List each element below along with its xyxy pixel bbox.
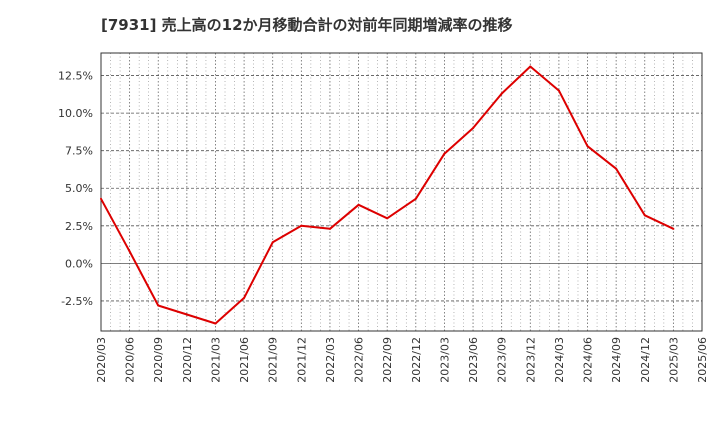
grid xyxy=(100,53,703,331)
x-tick-labels: 2020/03 2020/06 2020/09 2020/12 2021/03 2021/… xyxy=(95,337,709,383)
y-tick-label: -2.5% xyxy=(61,295,93,308)
x-tick-label: 2021/03 xyxy=(209,337,222,383)
data-point xyxy=(185,313,188,316)
y-tick-label: 5.0% xyxy=(65,182,93,195)
data-point xyxy=(443,152,446,155)
x-tick-label: 2020/06 xyxy=(124,337,137,383)
x-tick-label: 2024/12 xyxy=(639,337,652,383)
data-point xyxy=(615,167,618,170)
x-tick-label: 2022/03 xyxy=(324,337,337,383)
x-tick-label: 2024/03 xyxy=(553,337,566,383)
chart-title: [7931] 売上高の12か月移動合計の対前年同期増減率の推移 xyxy=(101,16,513,34)
data-point xyxy=(529,65,532,68)
data-point xyxy=(328,227,331,230)
data-point xyxy=(128,250,131,253)
y-tick-labels: -2.5% 0.0% 2.5% 5.0% 7.5% 10.0% 12.5% xyxy=(58,70,93,308)
data-point xyxy=(672,227,675,230)
data-point xyxy=(357,203,360,206)
data-point xyxy=(243,296,246,299)
y-tick-label: 2.5% xyxy=(65,220,93,233)
x-tick-label: 2020/03 xyxy=(95,337,108,383)
y-tick-label: 7.5% xyxy=(65,145,93,158)
data-point xyxy=(586,145,589,148)
y-tick-label: 0.0% xyxy=(65,257,93,270)
data-point xyxy=(643,214,646,217)
data-point xyxy=(500,92,503,95)
y-tick-label: 12.5% xyxy=(58,70,93,83)
data-point xyxy=(100,197,102,200)
data-point xyxy=(157,304,160,307)
x-tick-label: 2025/06 xyxy=(696,337,709,383)
x-tick-label: 2020/12 xyxy=(181,337,194,383)
x-tick-label: 2023/09 xyxy=(496,337,509,383)
data-point xyxy=(214,322,217,325)
data-point xyxy=(557,89,560,92)
x-tick-label: 2021/12 xyxy=(295,337,308,383)
x-tick-label: 2020/09 xyxy=(152,337,165,383)
axes xyxy=(100,52,703,332)
y-tick-label: 10.0% xyxy=(58,107,93,120)
x-tick-label: 2022/12 xyxy=(410,337,423,383)
data-point xyxy=(386,217,389,220)
x-tick-label: 2024/09 xyxy=(610,337,623,383)
x-tick-label: 2023/12 xyxy=(524,337,537,383)
x-tick-label: 2023/06 xyxy=(467,337,480,383)
x-tick-label: 2023/03 xyxy=(438,337,451,383)
data-point xyxy=(300,224,303,227)
x-tick-label: 2021/06 xyxy=(238,337,251,383)
x-tick-label: 2022/09 xyxy=(381,337,394,383)
series xyxy=(100,65,675,325)
x-tick-label: 2022/06 xyxy=(353,337,366,383)
data-point xyxy=(472,127,475,130)
x-tick-label: 2025/03 xyxy=(667,337,680,383)
data-point xyxy=(271,241,274,244)
data-point xyxy=(414,197,417,200)
x-tick-label: 2024/06 xyxy=(582,337,595,383)
x-tick-label: 2021/09 xyxy=(267,337,280,383)
plot-frame xyxy=(100,52,703,332)
